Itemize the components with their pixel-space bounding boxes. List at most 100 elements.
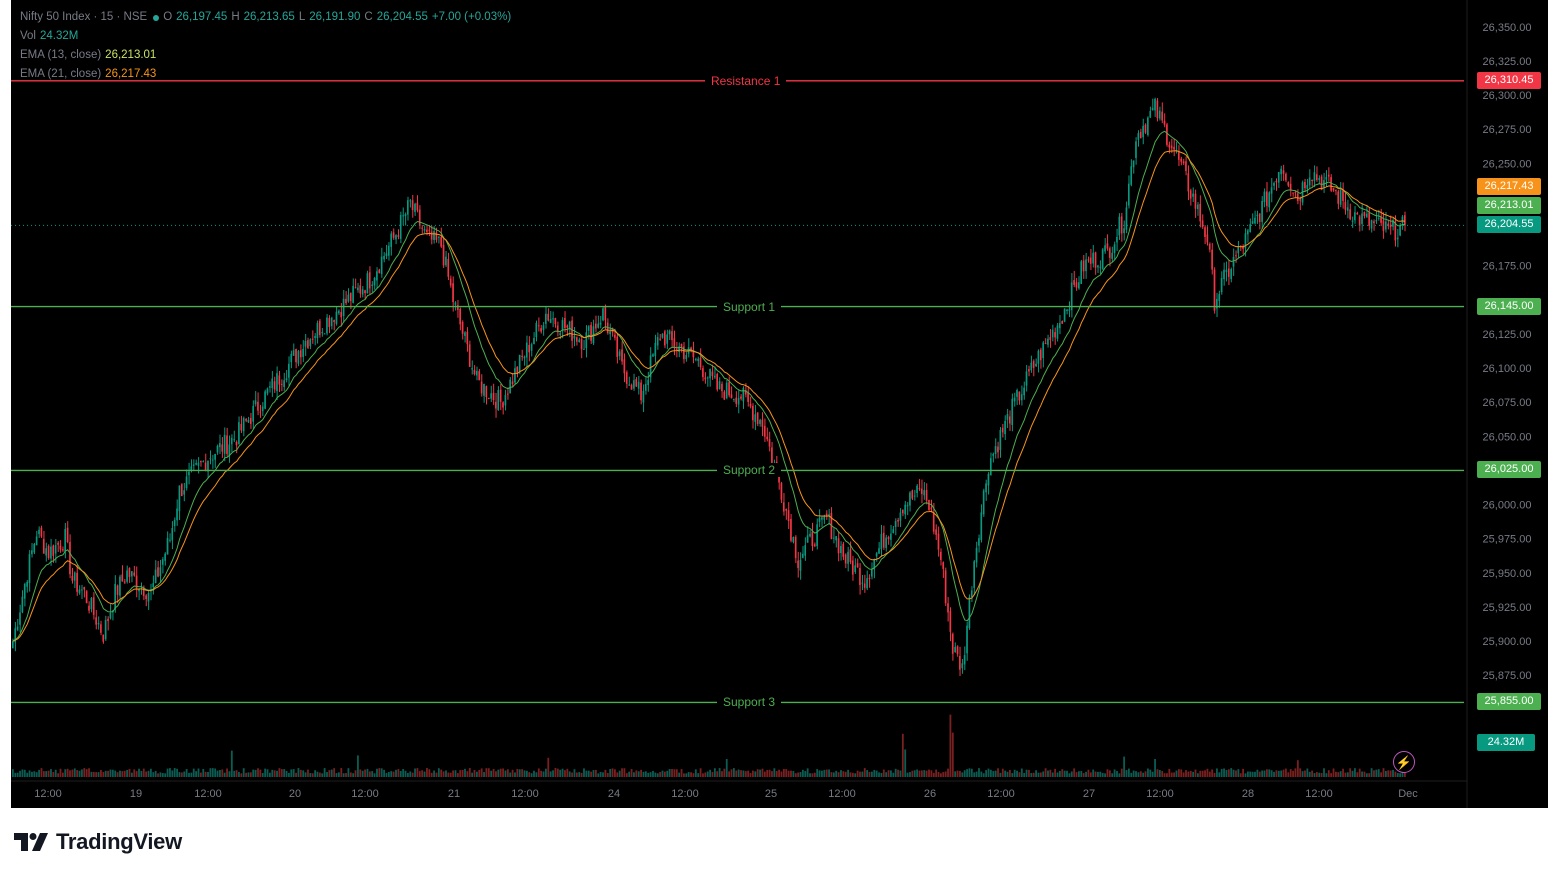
volume-bar — [823, 769, 826, 777]
candle-body — [564, 318, 566, 329]
volume-bar — [102, 771, 105, 777]
candle-body — [23, 583, 26, 599]
volume-bar — [925, 770, 928, 777]
volume-bar — [221, 769, 224, 777]
candle-body — [890, 533, 892, 540]
candle-body — [1399, 224, 1401, 236]
candle-body — [1327, 174, 1330, 177]
volume-bar — [1168, 768, 1171, 777]
volume-tag: 24.32M — [1477, 734, 1535, 751]
volume-bar — [471, 772, 474, 777]
volume-bar — [1039, 772, 1042, 777]
candle-body — [159, 567, 162, 577]
chart-canvas[interactable]: 26,350.00 26,325.00 26,300.00 26,275.00 26,2… — [11, 0, 1548, 808]
volume-bar — [899, 770, 902, 777]
volume-bar — [414, 768, 416, 777]
volume-bar — [178, 772, 181, 777]
price-tag: 26,204.55 — [1477, 216, 1541, 233]
candle-body — [28, 554, 31, 583]
candle-body — [78, 589, 81, 594]
volume-bar — [107, 770, 109, 777]
volume-bar — [1356, 772, 1359, 777]
candle-body — [932, 512, 935, 532]
candle-body — [476, 370, 478, 376]
candle-body — [1363, 212, 1366, 217]
volume-bar — [204, 771, 207, 777]
candle-body — [252, 405, 254, 422]
volume-bar — [947, 768, 949, 777]
volume-bar — [219, 770, 221, 777]
volume-bar — [1108, 770, 1111, 777]
volume-bar — [1058, 770, 1061, 777]
lightning-icon[interactable]: ⚡ — [1393, 751, 1415, 773]
volume-bar — [318, 772, 321, 777]
candle-body — [1020, 394, 1023, 401]
candle-body — [587, 326, 590, 331]
candle-body — [811, 531, 814, 546]
candle-body — [1196, 204, 1199, 210]
candle-body — [278, 375, 281, 385]
volume-bar — [499, 768, 502, 777]
candle-body — [625, 372, 628, 384]
candle-body — [1313, 172, 1316, 182]
ema21-row[interactable]: EMA (21, close) 26,217.43 — [20, 65, 511, 84]
volume-bar — [309, 773, 312, 777]
volume-bar — [383, 769, 386, 777]
candle-body — [754, 414, 757, 422]
candle-body — [623, 359, 626, 374]
volume-bar — [1389, 770, 1392, 777]
candle-body — [842, 543, 845, 557]
volume-bar — [119, 770, 121, 777]
candle-body — [856, 563, 859, 568]
volume-bar — [295, 772, 297, 777]
x-tick-label: 12:00 — [671, 788, 699, 800]
volume-bar — [942, 772, 945, 777]
candle-body — [266, 388, 269, 394]
candle-body — [368, 272, 371, 289]
y-tick-label: 25,900.00 — [1483, 636, 1532, 648]
volume-bar — [525, 770, 528, 777]
ema13-row[interactable]: EMA (13, close) 26,213.01 — [20, 46, 511, 65]
symbol-label[interactable]: Nifty 50 Index · 15 · NSE — [20, 11, 148, 23]
brand-logo[interactable]: TradingView — [14, 829, 182, 855]
candle-body — [966, 625, 968, 654]
candle-body — [863, 583, 866, 588]
volume-bar — [418, 771, 421, 777]
volume-bar — [668, 768, 671, 777]
volume-bar — [304, 772, 307, 777]
candle-body — [466, 331, 469, 345]
volume-bar — [478, 769, 481, 777]
volume-value: 24.32M — [40, 30, 79, 42]
chart-area[interactable]: 26,350.00 26,325.00 26,300.00 26,275.00 26,2… — [11, 0, 1548, 808]
candle-body — [499, 389, 502, 402]
x-tick-label: 28 — [1242, 788, 1254, 800]
volume-bar — [828, 769, 830, 777]
volume-bar — [1011, 773, 1014, 777]
volume-bar — [402, 769, 405, 777]
candle-body — [376, 271, 378, 281]
volume-bar — [854, 773, 857, 777]
volume-bar — [794, 773, 797, 777]
candle-body — [768, 439, 771, 447]
volume-bar — [133, 769, 136, 777]
candle-body — [1144, 124, 1147, 133]
volume-bar — [152, 772, 155, 777]
volume-bar — [247, 772, 250, 777]
volume-bar — [1270, 770, 1273, 777]
volume-row[interactable]: Vol 24.32M — [20, 27, 511, 46]
candle-body — [868, 577, 871, 580]
volume-bar — [882, 769, 885, 777]
volume-bar — [1227, 769, 1230, 777]
volume-bar — [1092, 769, 1095, 777]
volume-bar — [849, 772, 852, 777]
candle-body — [318, 320, 321, 336]
volume-bar — [504, 770, 507, 777]
candle-body — [1199, 203, 1202, 222]
candle-body — [849, 549, 852, 563]
volume-bar — [459, 770, 462, 777]
volume-bar — [371, 771, 374, 777]
candle-body — [1258, 213, 1261, 223]
candle-body — [1051, 329, 1054, 338]
volume-bar — [732, 768, 735, 777]
candle-body — [323, 333, 326, 335]
